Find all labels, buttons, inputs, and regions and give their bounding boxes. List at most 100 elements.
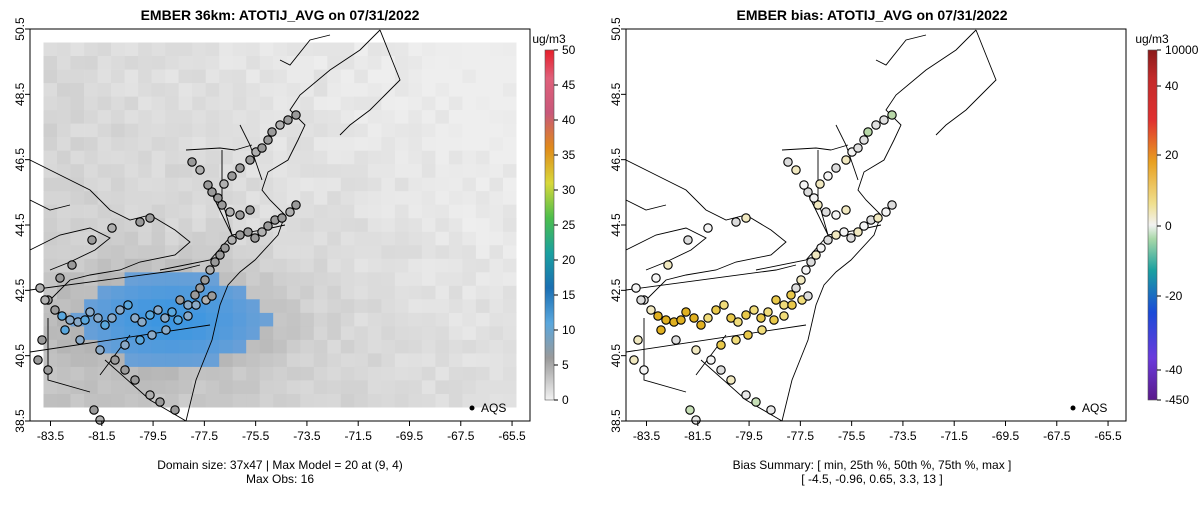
grid-cell: [408, 245, 423, 260]
grid-cell: [340, 299, 355, 314]
grid-cell: [111, 245, 125, 260]
bias-station: [791, 283, 801, 293]
grid-cell: [138, 56, 152, 70]
grid-cell: [70, 137, 85, 151]
grid-cell: [340, 218, 355, 233]
aqs-station: [55, 273, 65, 283]
grid-cell: [354, 218, 369, 233]
grid-cell: [381, 191, 396, 206]
grid-cell: [340, 29, 355, 43]
grid-cell: [273, 339, 288, 354]
grid-cell: [462, 312, 477, 327]
grid-cell: [300, 312, 315, 327]
grid-cell: [246, 353, 261, 368]
grid-cell: [367, 96, 382, 111]
grid-cell: [30, 150, 44, 165]
grid-cell: [516, 394, 530, 408]
grid-cell: [489, 69, 504, 84]
grid-cell: [124, 245, 139, 260]
grid-cell: [259, 285, 274, 300]
grid-cell: [300, 164, 315, 179]
aqs-station: [195, 283, 205, 293]
grid-cell: [300, 29, 315, 43]
grid-cell: [219, 96, 234, 111]
grid-cell: [246, 177, 261, 192]
grid-cell: [205, 272, 220, 287]
grid-cell: [327, 42, 342, 57]
grid-cell: [70, 394, 85, 408]
grid-cell: [219, 218, 234, 233]
grid-cell: [408, 42, 423, 57]
aqs-station: [213, 193, 223, 203]
aqs-station: [257, 227, 267, 237]
grid-cell: [381, 231, 396, 246]
grid-cell: [381, 407, 396, 421]
grid-cell: [259, 353, 274, 368]
aqs-station: [161, 325, 171, 335]
grid-cell: [448, 245, 463, 260]
grid-cell: [232, 56, 247, 70]
grid-cell: [367, 339, 382, 354]
grid-cell: [43, 42, 58, 57]
grid-cell: [462, 272, 477, 287]
grid-cell: [124, 231, 139, 246]
grid-cell: [462, 231, 477, 246]
grid-cell: [111, 69, 125, 84]
grid-cell: [340, 96, 355, 111]
grid-cell: [57, 150, 71, 165]
grid-cell: [327, 164, 342, 179]
grid-cell: [97, 299, 112, 314]
y-tick-label: 50.5: [13, 17, 27, 41]
right-title: EMBER bias: ATOTIJ_AVG on 07/31/2022: [736, 7, 1007, 23]
grid-cell: [394, 96, 409, 111]
grid-cell: [300, 326, 315, 341]
bias-station: [763, 307, 773, 317]
grid-cell: [138, 96, 152, 111]
grid-cell: [381, 83, 396, 97]
bias-station: [743, 330, 753, 340]
aqs-station: [245, 205, 255, 215]
grid-cell: [111, 394, 125, 408]
grid-cell: [178, 56, 193, 70]
grid-cell: [178, 366, 193, 381]
grid-cell: [340, 191, 355, 206]
grid-cell: [435, 380, 450, 395]
grid-cell: [435, 177, 450, 192]
bias-station: [801, 265, 811, 275]
grid-cell: [84, 96, 98, 111]
grid-cell: [354, 150, 369, 165]
grid-cell: [408, 231, 423, 246]
grid-cell: [435, 191, 450, 206]
grid-cell: [516, 245, 530, 260]
grid-cell: [313, 312, 328, 327]
aqs-legend-label: AQS: [481, 401, 506, 415]
grid-cell: [340, 353, 355, 368]
grid-cell: [516, 366, 530, 381]
grid-cell: [192, 69, 207, 84]
grid-cell: [448, 299, 463, 314]
grid-cell: [448, 204, 463, 219]
x-tick-label: -77.5: [191, 429, 219, 443]
grid-cell: [43, 96, 58, 111]
grid-cell: [394, 245, 409, 260]
grid-cell: [327, 245, 342, 260]
state-lines: [626, 124, 882, 421]
grid-cell: [367, 366, 382, 381]
grid-cell: [43, 110, 58, 124]
grid-cell: [57, 56, 71, 70]
bias-station: [671, 335, 681, 345]
grid-cell: [394, 69, 409, 84]
grid-cell: [448, 29, 463, 43]
grid-cell: [313, 258, 328, 273]
bias-station: [779, 311, 789, 321]
grid-cell: [273, 56, 288, 70]
grid-cell: [43, 380, 58, 395]
grid-cell: [151, 204, 166, 219]
grid-cell: [448, 380, 463, 395]
grid-cell: [503, 164, 517, 179]
grid-cell: [435, 137, 450, 151]
grid-cell: [259, 326, 274, 341]
grid-cell: [435, 366, 450, 381]
grid-cell: [151, 258, 166, 273]
grid-cell: [286, 285, 301, 300]
